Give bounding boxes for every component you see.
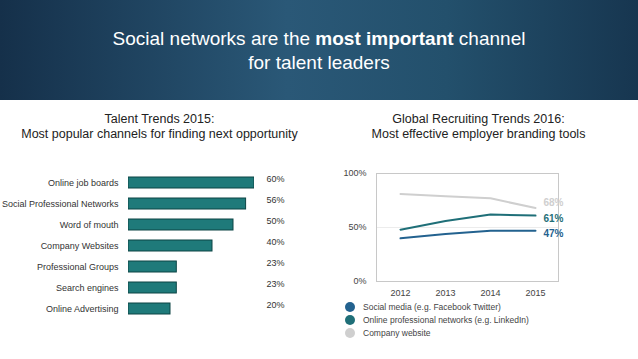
svg-text:Company Websites: Company Websites (41, 241, 119, 251)
svg-text:0%: 0% (353, 276, 366, 286)
svg-text:Online Advertising: Online Advertising (46, 304, 119, 314)
svg-text:2014: 2014 (480, 288, 500, 298)
svg-text:23%: 23% (267, 258, 285, 268)
svg-text:Search engines: Search engines (56, 283, 119, 293)
html-text:for talent leaders: for talent leaders (248, 52, 390, 73)
svg-text:2012: 2012 (390, 288, 410, 298)
svg-text:20%: 20% (267, 300, 285, 310)
html-text:Talent Trends 2015:: Talent Trends 2015: (104, 112, 215, 126)
html-text:Social media (e.g. Facebook Tw: Social media (e.g. Facebook Twitter) (363, 301, 501, 312)
svg-text:Word of mouth: Word of mouth (60, 220, 119, 230)
svg-text:23%: 23% (267, 279, 285, 289)
svg-text:60%: 60% (267, 174, 285, 184)
svg-text:47%: 47% (544, 228, 564, 239)
svg-text:68%: 68% (544, 197, 564, 208)
html-text:Most popular channels for find: Most popular channels for finding next o… (21, 127, 298, 141)
svg-text:Professional Groups: Professional Groups (37, 262, 119, 272)
svg-text:100%: 100% (343, 168, 366, 178)
svg-text:40%: 40% (267, 237, 285, 247)
svg-text:56%: 56% (267, 195, 285, 205)
html-text:Most effective employer brandi: Most effective employer branding tools (371, 127, 586, 141)
svg-text:Social Professional Networks: Social Professional Networks (2, 199, 119, 209)
html-text:Company website: Company website (363, 327, 431, 338)
html-text:Online professional networks (: Online professional networks (e.g. Linke… (363, 314, 529, 325)
html-text:Social networks are the most i: Social networks are the most important c… (112, 28, 526, 49)
svg-text:50%: 50% (348, 222, 366, 232)
svg-text:61%: 61% (544, 213, 564, 224)
svg-text:2015: 2015 (525, 288, 545, 298)
svg-text:2013: 2013 (435, 288, 455, 298)
html-text:Global Recruiting Trends 2016:: Global Recruiting Trends 2016: (392, 112, 565, 126)
svg-text:Online job boards: Online job boards (48, 178, 119, 188)
svg-text:50%: 50% (267, 216, 285, 226)
